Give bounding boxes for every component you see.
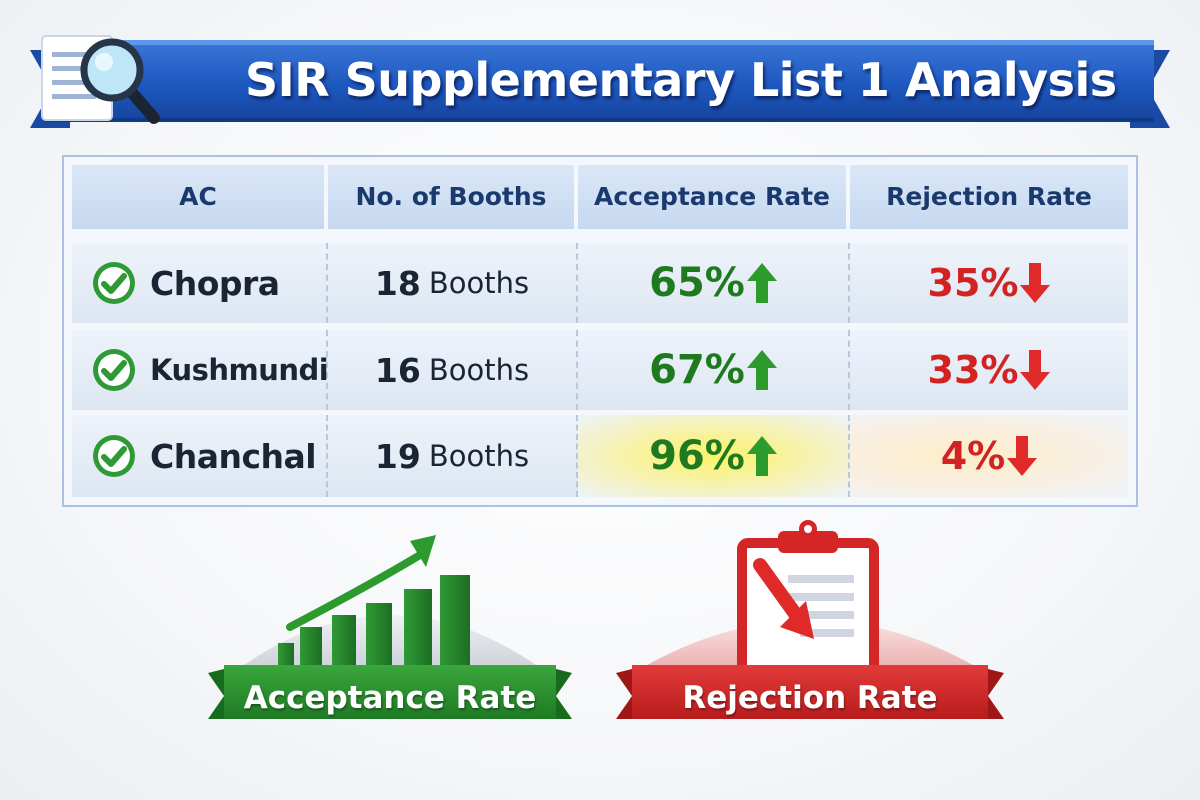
acceptance-cell: 65% bbox=[578, 243, 850, 323]
banner-ribbon bbox=[30, 40, 1170, 128]
clipboard-down-arrow-icon bbox=[616, 520, 1004, 719]
booths-cell: 16 Booths bbox=[328, 330, 578, 410]
booth-unit: Booths bbox=[428, 353, 530, 387]
header-rejection-rate: Rejection Rate bbox=[850, 165, 1128, 229]
acceptance-value: 96% bbox=[649, 433, 745, 479]
arrow-down-icon bbox=[1020, 263, 1051, 303]
ac-name: Chopra bbox=[150, 263, 280, 303]
document-magnifier-icon bbox=[41, 35, 160, 124]
ac-name: Chanchal bbox=[150, 436, 317, 476]
table-row: Chanchal 19 Booths 96% 4% bbox=[72, 415, 1128, 497]
header-booths: No. of Booths bbox=[328, 165, 578, 229]
booths-cell: 19 Booths bbox=[328, 415, 578, 497]
rejection-cell: 4% bbox=[850, 415, 1128, 497]
rejection-rate-label: Rejection Rate bbox=[682, 680, 938, 716]
booths-cell: 18 Booths bbox=[328, 243, 578, 323]
acceptance-cell: 96% bbox=[578, 415, 850, 497]
check-circle-icon bbox=[93, 262, 135, 304]
booth-unit: Booths bbox=[428, 439, 530, 473]
ac-cell: Chopra bbox=[72, 243, 328, 323]
rejection-value: 4% bbox=[940, 434, 1006, 478]
booth-count: 18 bbox=[374, 263, 421, 303]
acceptance-value: 67% bbox=[649, 347, 745, 393]
rejection-value: 35% bbox=[927, 261, 1019, 305]
table-row: Kushmundi 16 Booths 67% 33% bbox=[72, 330, 1128, 410]
table-row: Chopra 18 Booths 65% 35% bbox=[72, 243, 1128, 323]
acceptance-cell: 67% bbox=[578, 330, 850, 410]
rejection-cell: 35% bbox=[850, 243, 1128, 323]
arrow-up-icon bbox=[746, 436, 777, 476]
rejection-emblem: Rejection Rate bbox=[610, 515, 1010, 745]
arrow-up-icon bbox=[746, 263, 777, 303]
rejection-value: 33% bbox=[927, 348, 1019, 392]
ac-name: Kushmundi bbox=[150, 353, 329, 387]
rising-bar-chart-icon bbox=[208, 535, 572, 719]
header-ac: AC bbox=[72, 165, 328, 229]
table-header: AC No. of Booths Acceptance Rate Rejecti… bbox=[72, 165, 1128, 229]
ac-cell: Chanchal bbox=[72, 415, 328, 497]
rejection-cell: 33% bbox=[850, 330, 1128, 410]
title-banner: SIR Supplementary List 1 Analysis bbox=[30, 22, 1170, 134]
acceptance-value: 65% bbox=[649, 260, 745, 306]
arrow-up-icon bbox=[746, 350, 777, 390]
arrow-down-icon bbox=[1007, 436, 1038, 476]
booth-count: 16 bbox=[374, 350, 421, 390]
booth-count: 19 bbox=[374, 436, 421, 476]
analysis-table: AC No. of Booths Acceptance Rate Rejecti… bbox=[62, 155, 1138, 507]
check-circle-icon bbox=[93, 435, 135, 477]
header-acceptance-rate: Acceptance Rate bbox=[578, 165, 850, 229]
acceptance-emblem: Acceptance Rate bbox=[200, 515, 580, 745]
page-title: SIR Supplementary List 1 Analysis bbox=[245, 53, 1117, 107]
check-circle-icon bbox=[93, 349, 135, 391]
acceptance-rate-label: Acceptance Rate bbox=[243, 680, 537, 716]
booth-unit: Booths bbox=[428, 266, 530, 300]
ac-cell: Kushmundi bbox=[72, 330, 329, 410]
arrow-down-icon bbox=[1020, 350, 1051, 390]
